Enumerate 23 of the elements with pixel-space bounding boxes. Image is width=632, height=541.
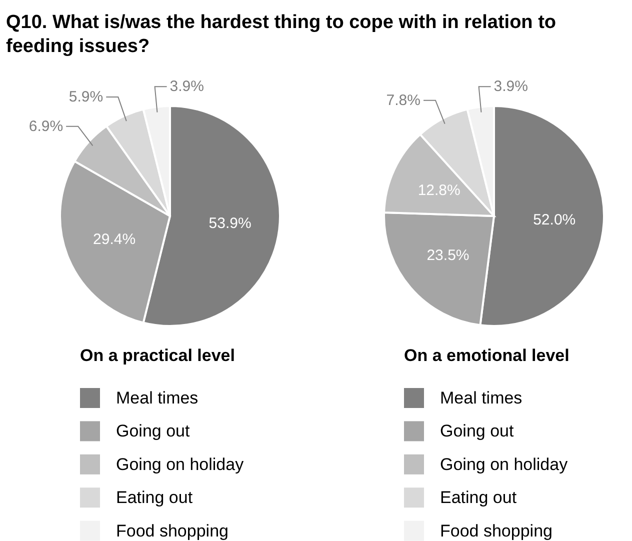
- data-label: 6.9%: [28, 118, 64, 135]
- data-label: 3.9%: [170, 78, 204, 96]
- data-label: 52.0%: [533, 211, 576, 228]
- legend-label: Meal times: [116, 388, 198, 408]
- data-label: 5.9%: [68, 88, 104, 106]
- legend-label: Going out: [440, 422, 514, 441]
- chart-title: Q10. What is/was the hardest thing to cope with in relation to feeding issues?: [6, 12, 556, 57]
- data-label: 12.8%: [418, 182, 460, 200]
- data-label: 53.9%: [208, 214, 252, 232]
- data-label: 3.9%: [494, 78, 528, 96]
- legend-label: Food shopping: [440, 521, 552, 540]
- legend-label: Going on holiday: [116, 454, 244, 474]
- data-label: 23.5%: [426, 246, 470, 264]
- data-label: 7.8%: [386, 92, 420, 109]
- data-label: 29.4%: [93, 231, 136, 248]
- text: On a practical level: [80, 346, 235, 365]
- legend-label: Going on holiday: [440, 454, 568, 474]
- text: On a emotional level: [404, 346, 570, 365]
- legend-label: Eating out: [440, 488, 517, 508]
- legend-label: Food shopping: [116, 521, 228, 540]
- legend-label: Eating out: [116, 488, 193, 508]
- legend-label: Meal times: [440, 388, 522, 408]
- legend-label: Going out: [116, 422, 190, 441]
